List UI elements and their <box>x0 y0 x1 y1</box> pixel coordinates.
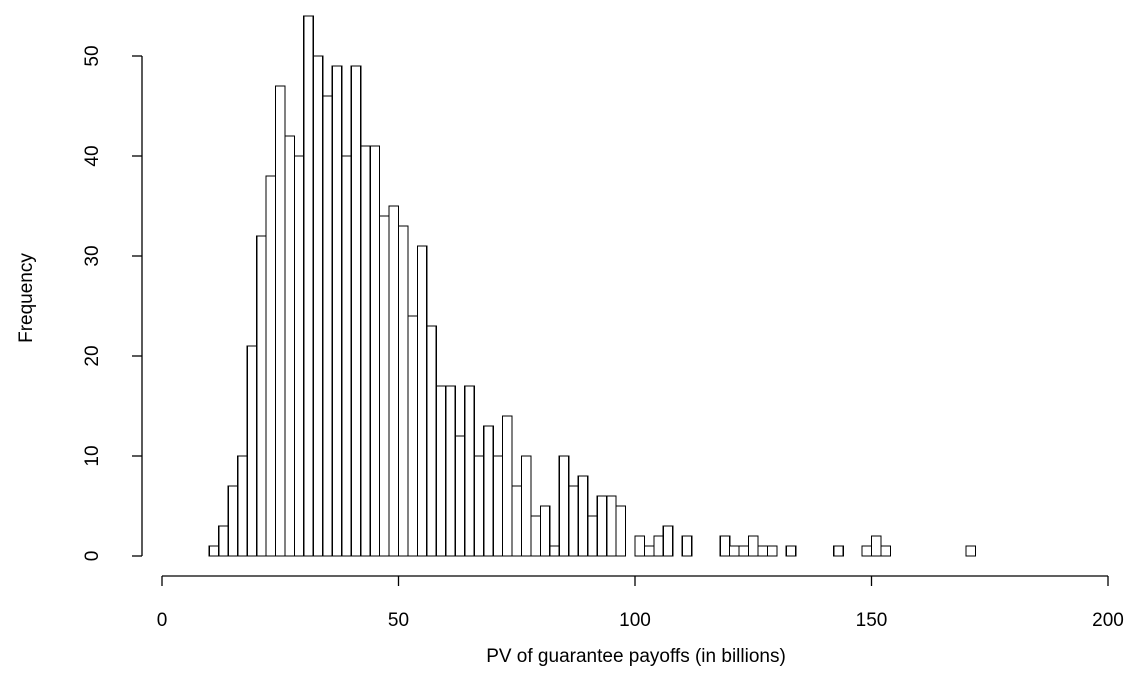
histogram-bar <box>643 545 655 557</box>
histogram-bar <box>237 455 248 557</box>
histogram-bar <box>568 485 579 557</box>
histogram-bar <box>653 535 665 557</box>
histogram-bar <box>605 495 617 557</box>
histogram-bar <box>558 455 570 557</box>
histogram-bar <box>473 455 485 557</box>
histogram-bar <box>520 455 532 557</box>
histogram-bar <box>255 235 267 557</box>
histogram-bar <box>634 535 646 557</box>
x-axis: 0 50 100 150 200 <box>157 575 1124 631</box>
histogram-bar <box>880 545 892 557</box>
histogram-bar <box>681 535 693 557</box>
histogram-bar <box>426 325 437 557</box>
histogram-bar <box>662 525 674 557</box>
histogram-bar <box>435 385 447 557</box>
x-axis-title: PV of guarantee payoffs (in billions) <box>486 646 786 667</box>
histogram-bar <box>208 545 220 557</box>
histogram-bar <box>530 515 542 557</box>
histogram-bar <box>719 535 731 557</box>
histogram-bar <box>322 95 333 557</box>
histogram-bar <box>549 545 560 557</box>
histogram-bar <box>492 455 504 557</box>
histogram-bar <box>766 545 778 557</box>
histogram-bar <box>397 225 409 557</box>
histogram-bar <box>482 425 494 557</box>
histogram-bar <box>596 495 608 557</box>
x-tick-label: 100 <box>619 610 651 631</box>
histogram-bar <box>246 345 258 557</box>
x-tick-label: 150 <box>856 610 888 631</box>
x-tick-label: 50 <box>388 610 409 631</box>
histogram-bar <box>274 85 286 557</box>
histogram-bar <box>416 245 428 557</box>
histogram-bar <box>757 545 769 557</box>
histogram-bar <box>369 145 381 557</box>
histogram-bar <box>464 385 475 557</box>
histogram-bar <box>738 545 750 557</box>
histogram-bar <box>284 135 296 557</box>
y-axis-title: Frequency <box>16 253 37 343</box>
histogram-bar <box>861 545 873 557</box>
y-tick-label: 10 <box>82 445 103 466</box>
histogram-bar <box>218 525 229 557</box>
histogram-bar <box>728 545 740 557</box>
histogram-bar <box>615 505 627 557</box>
histogram-bar <box>303 15 315 557</box>
x-tick-label: 200 <box>1092 610 1124 631</box>
histogram-bar <box>501 415 513 557</box>
histogram-bar <box>511 485 523 557</box>
histogram-bar <box>785 545 797 557</box>
histogram-bar <box>454 435 466 557</box>
x-tick-label: 0 <box>157 610 168 631</box>
histogram-bar <box>293 155 305 557</box>
histogram-bar <box>577 475 589 557</box>
histogram-bar <box>312 55 324 557</box>
histogram-bar <box>407 315 419 557</box>
histogram-bar <box>331 65 343 557</box>
histogram-bar <box>388 205 400 557</box>
y-tick-label: 50 <box>82 45 103 66</box>
histogram-bar <box>445 385 456 557</box>
histogram-bar <box>227 485 239 557</box>
y-tick-label: 30 <box>82 245 103 266</box>
histogram-bar <box>747 535 759 557</box>
histogram-bar <box>378 215 390 557</box>
histogram-bar <box>965 545 977 557</box>
histogram-bar <box>341 155 352 557</box>
histogram-bar <box>265 175 277 557</box>
y-tick-label: 40 <box>82 145 103 166</box>
histogram-bar <box>587 515 598 557</box>
histogram-bar <box>350 65 362 557</box>
histogram-bar <box>539 505 551 557</box>
histogram-bar <box>870 535 882 557</box>
histogram-bar <box>360 145 371 557</box>
histogram-bar <box>833 545 844 557</box>
bars-group <box>208 15 977 557</box>
y-tick-label: 0 <box>82 551 103 562</box>
y-axis: 0 10 20 30 40 50 <box>82 45 143 562</box>
y-tick-label: 20 <box>82 345 103 366</box>
